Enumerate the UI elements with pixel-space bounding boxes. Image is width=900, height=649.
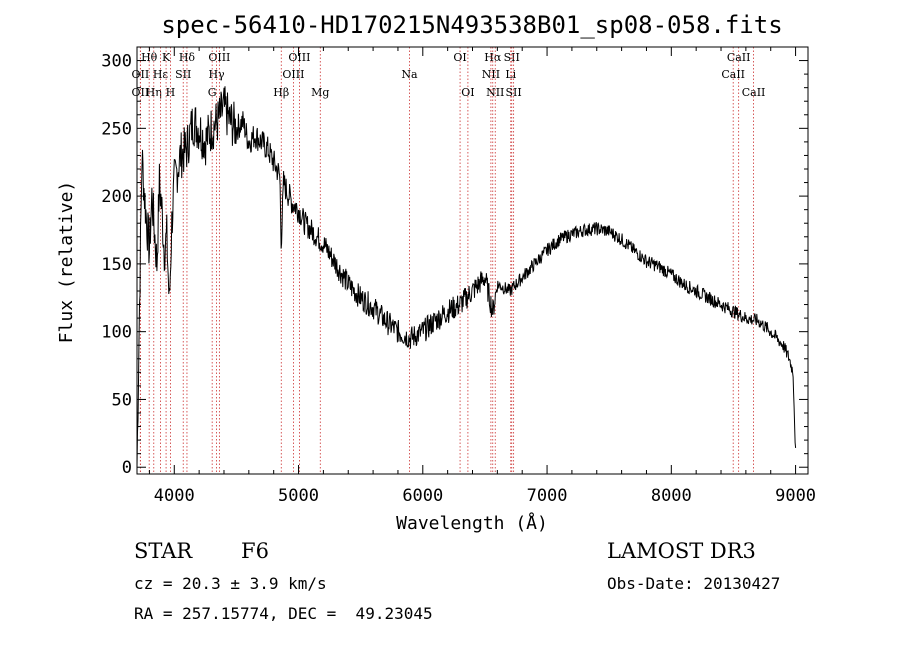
y-tick-label: 200 [101, 187, 132, 207]
survey-name: LAMOST DR3 [607, 539, 756, 563]
emission-line-label: OI [461, 86, 474, 99]
emission-line-label: G [208, 86, 217, 99]
obs-date: Obs-Date: 20130427 [607, 574, 781, 593]
y-tick-label: 300 [101, 52, 132, 72]
plot-frame [136, 46, 809, 475]
emission-line-label: Hγ [208, 68, 225, 81]
emission-line-label: Mg [311, 86, 329, 99]
emission-line-label: Na [401, 68, 418, 81]
object-subclass: F6 [241, 539, 269, 563]
x-axis-label: Wavelength (Å) [396, 512, 548, 534]
emission-line-label: OIII [208, 51, 230, 64]
emission-line-label: SII [504, 51, 520, 64]
ra-dec: RA = 257.15774, DEC = 49.23045 [134, 604, 433, 623]
chart-title: spec-56410-HD170215N493538B01_sp08-058.f… [161, 11, 782, 39]
emission-line-label: OI [453, 51, 466, 64]
emission-line-label: Hβ [273, 86, 289, 99]
emission-line-label: OII [131, 86, 149, 99]
emission-line-label: Hα [484, 51, 502, 64]
emission-line-label: Li [505, 68, 516, 81]
y-axis-label: Flux (relative) [56, 181, 77, 344]
emission-line-label: CaII [742, 86, 766, 99]
emission-line-label: K [162, 51, 171, 64]
emission-line-label: NII [486, 86, 504, 99]
emission-line-label: SII [175, 68, 191, 81]
emission-line-label: Hε [153, 68, 169, 81]
emission-line-label: CaII [721, 68, 745, 81]
x-tick-label: 4000 [154, 486, 195, 506]
emission-line-markers: HθOIIOIIHηKHεHSIIHδOIIIHγGHβOIIIOIIIMgNa… [131, 47, 765, 474]
x-tick-label: 6000 [402, 486, 443, 506]
plot-axes: 4000 5000 6000 7000 8000 9000 0 50 100 150 200 250 3… [101, 46, 816, 506]
y-tick-label: 150 [101, 255, 132, 275]
emission-line-label: Hη [146, 86, 162, 99]
emission-line-label: H [166, 86, 176, 99]
y-tick-label: 250 [101, 119, 132, 139]
emission-line-label: Hθ [141, 51, 158, 64]
emission-line-label: NII [482, 68, 500, 81]
y-tick-label: 50 [112, 390, 132, 410]
emission-line-label: OIII [282, 68, 304, 81]
x-tick-label: 5000 [278, 486, 319, 506]
x-tick-label: 7000 [527, 486, 568, 506]
emission-line-label: Hδ [179, 51, 196, 64]
x-tick-label: 8000 [651, 486, 692, 506]
emission-line-label: CaII [727, 51, 751, 64]
y-tick-label: 0 [122, 458, 132, 478]
y-tick-label: 100 [101, 323, 132, 343]
emission-line-label: OIII [288, 51, 310, 64]
x-tick-label: 9000 [775, 486, 816, 506]
emission-line-label: SII [506, 86, 522, 99]
spectrum-series-line [136, 86, 797, 468]
redshift-cz: cz = 20.3 ± 3.9 km/s [134, 574, 327, 593]
object-class: STAR [134, 539, 193, 563]
